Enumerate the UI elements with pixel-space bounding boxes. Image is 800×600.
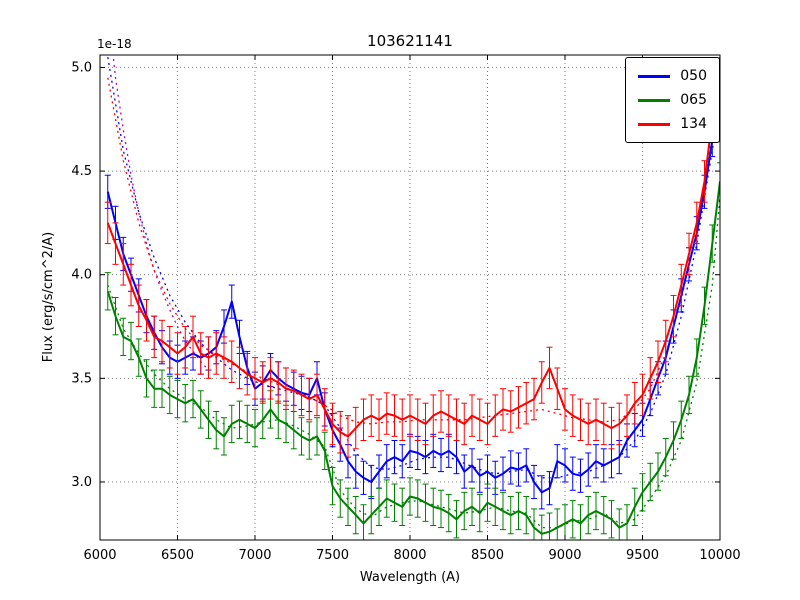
legend-line-134 [638,122,671,126]
x-tick-label: 10000 [699,548,740,563]
y-tick-label: 4.0 [71,268,92,283]
y-axis-offset-label: 1e-18 [97,37,132,51]
y-tick-label: 5.0 [71,60,92,75]
legend-line-050 [638,74,671,78]
x-tick-label: 7000 [238,548,271,563]
series-065 [104,162,720,540]
series-line-065 [106,181,720,535]
chart-title: 103621141 [367,32,453,50]
series-line-050 [106,77,720,494]
y-tick-label: 4.5 [71,164,92,179]
x-tick-label: 9000 [548,548,581,563]
x-tick-label: 6500 [161,548,194,563]
y-tick-label: 3.0 [71,475,92,490]
legend: 050 065 134 [625,57,720,143]
legend-label-134: 134 [680,116,707,132]
x-tick-label: 6000 [83,548,116,563]
series-line-134 [106,56,720,438]
x-tick-label: 7500 [316,548,349,563]
model-line-065-fit [107,195,720,529]
legend-line-065 [638,98,671,102]
x-tick-label: 8000 [393,548,426,563]
legend-label-050: 050 [680,68,707,84]
data-layer [104,55,720,540]
model-line-magenta-fit [112,55,209,371]
x-axis-label: Wavelength (A) [360,570,460,585]
y-axis-label: Flux (erg/s/cm^2/A) [41,232,56,362]
plot-area: 6000 6500 7000 7500 8000 8500 9000 9500 10000 3.0… [71,54,741,563]
legend-entry-050: 050 [638,64,707,88]
y-tick-label: 3.5 [71,371,92,386]
legend-label-065: 065 [680,92,707,108]
series-134 [104,55,720,458]
ticks: 6000 6500 7000 7500 8000 8500 9000 9500 10000 3.0… [71,55,741,563]
x-tick-label: 9500 [626,548,659,563]
x-tick-label: 8500 [471,548,504,563]
legend-entry-134: 134 [638,112,707,136]
legend-entry-065: 065 [638,88,707,112]
